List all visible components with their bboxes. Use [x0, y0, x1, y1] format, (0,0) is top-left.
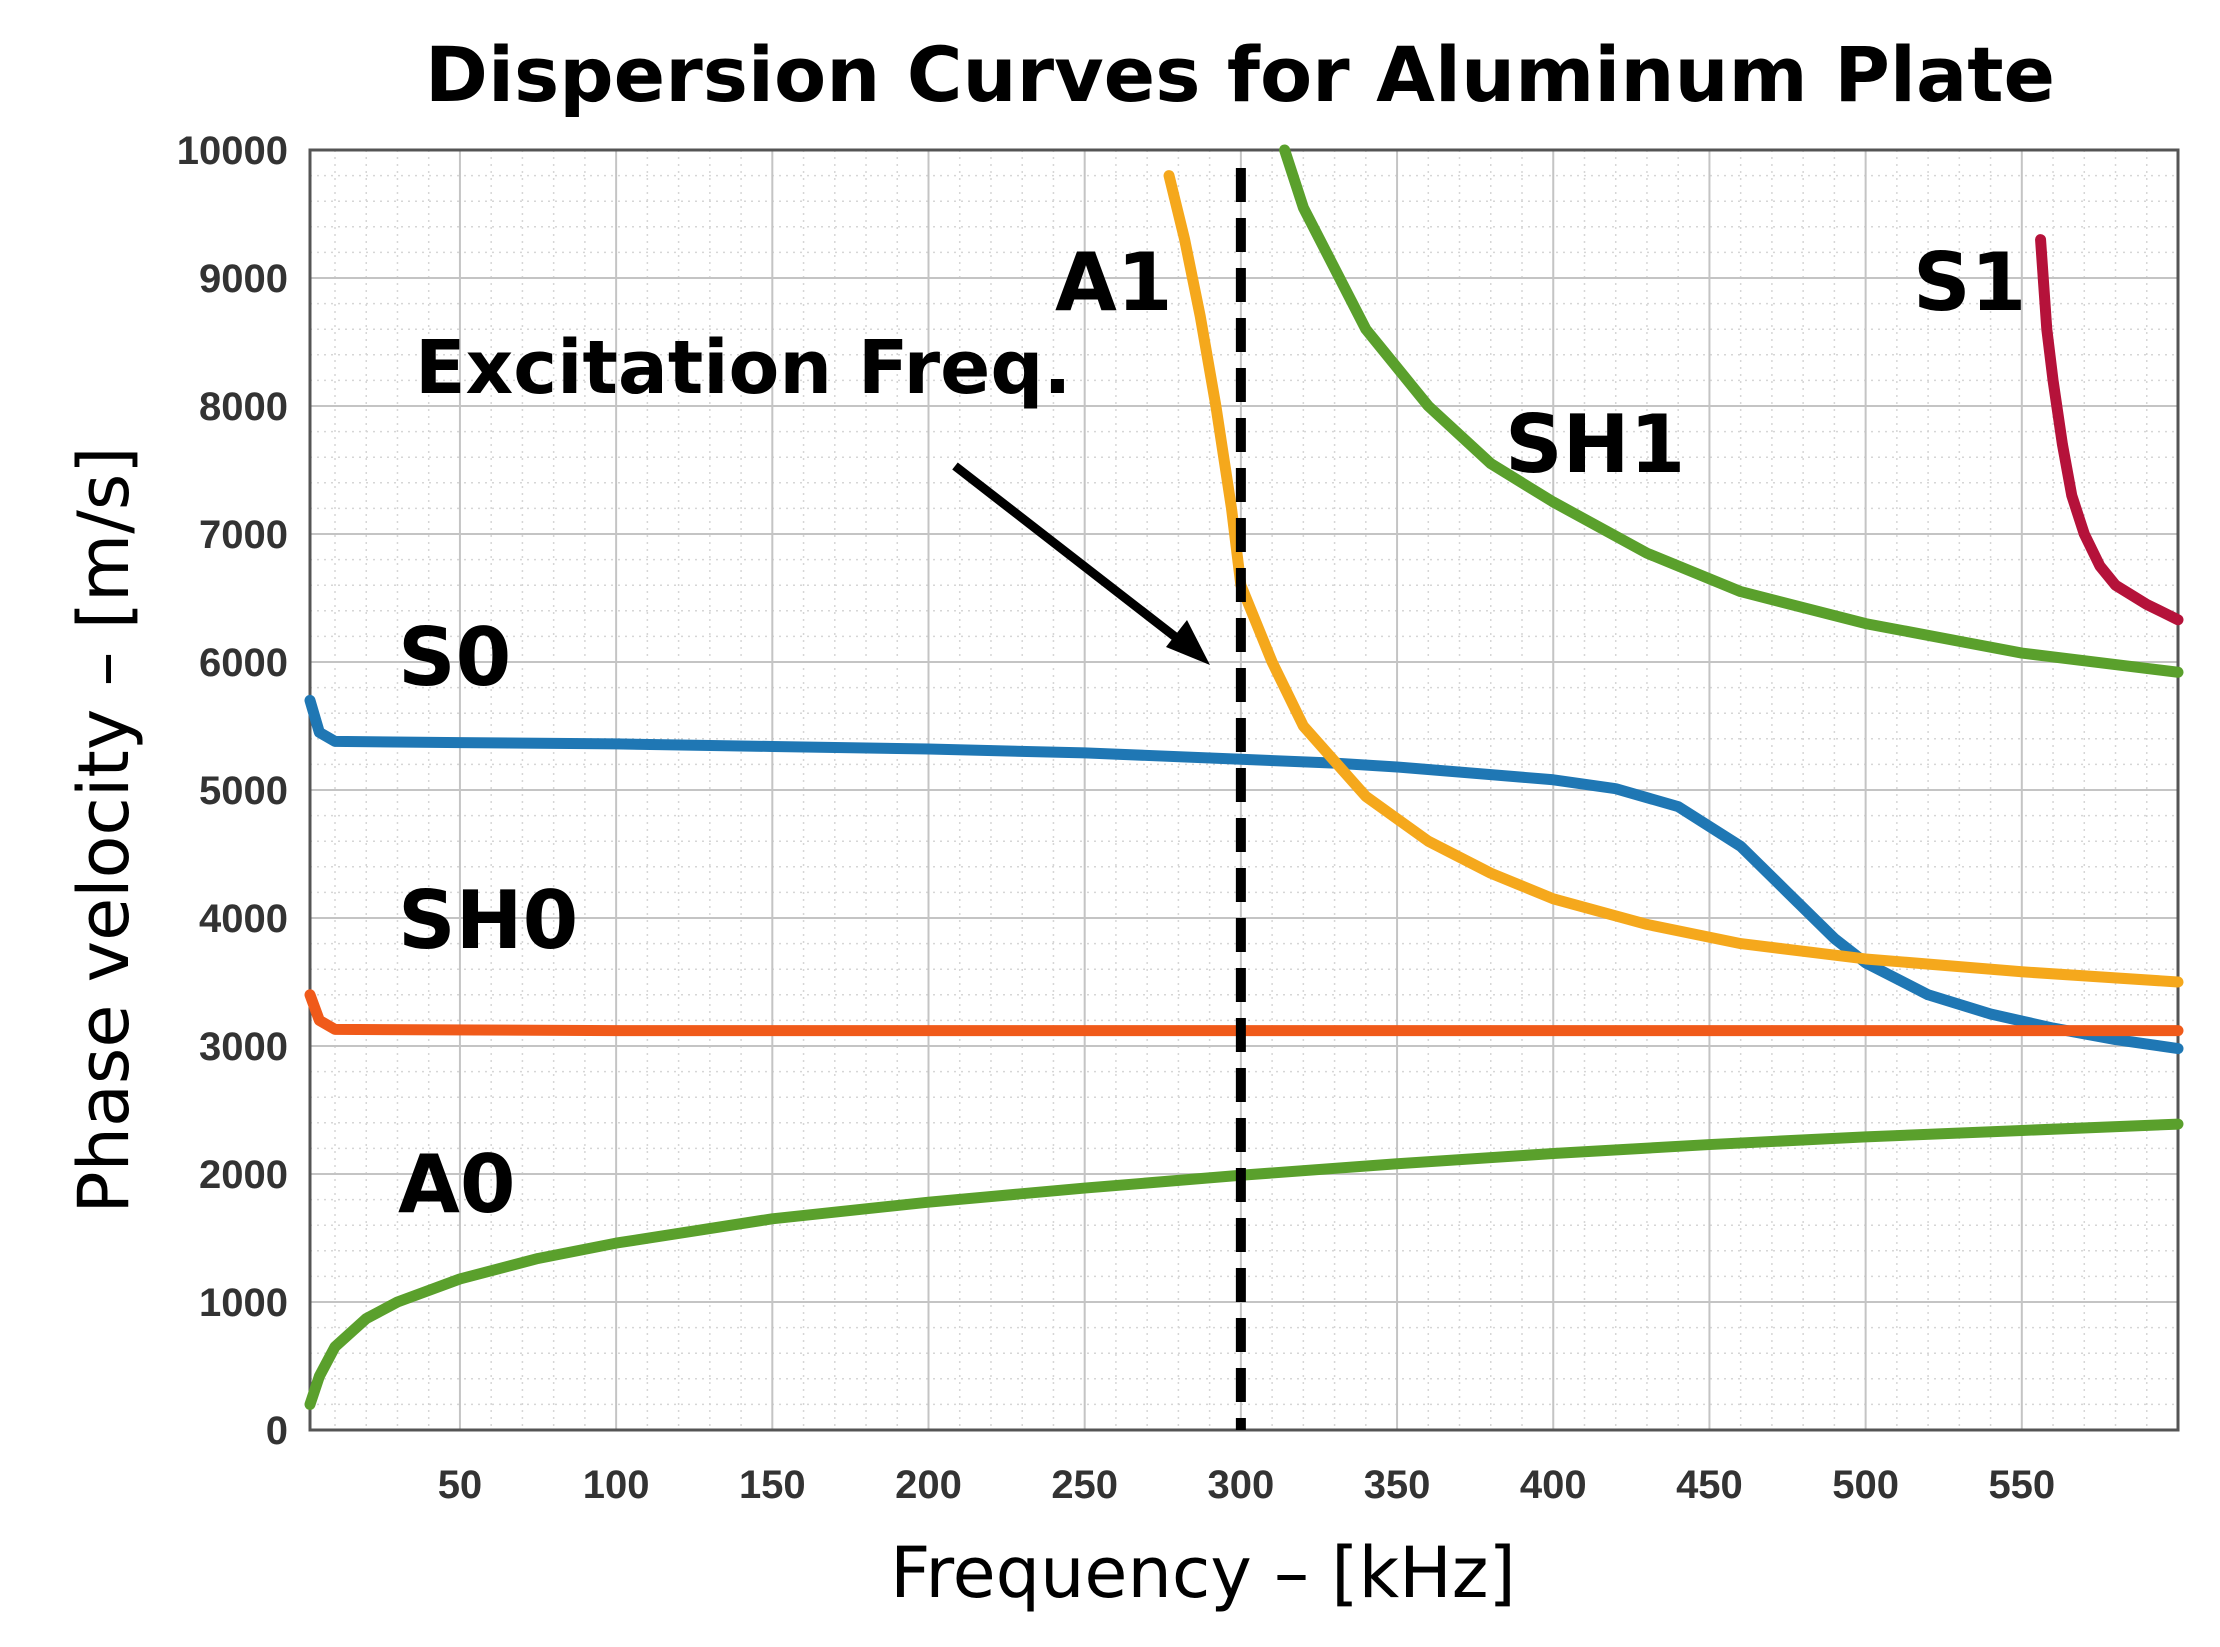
label-SH1: SH1	[1505, 398, 1685, 491]
series-A1	[1169, 176, 2178, 982]
x-tick-label: 300	[1208, 1463, 1275, 1507]
x-tick-labels: 50 100 150 200 250 300 350 400 450 500 550	[438, 1463, 2055, 1507]
x-tick-label: 50	[438, 1463, 483, 1507]
y-axis-label: Phase velocity – [m/s]	[63, 446, 145, 1213]
y-tick-label: 4000	[199, 897, 288, 941]
series-S1	[2041, 240, 2178, 620]
x-axis-label: Frequency – [kHz]	[890, 1532, 1516, 1614]
series-A0	[310, 1124, 2178, 1404]
excitation-arrow	[955, 466, 1196, 653]
y-tick-label: 6000	[199, 641, 288, 685]
x-tick-label: 400	[1520, 1463, 1587, 1507]
y-tick-label: 1000	[199, 1281, 288, 1325]
y-tick-label: 5000	[199, 769, 288, 813]
excitation-arrowhead	[1166, 620, 1210, 665]
y-tick-label: 9000	[199, 257, 288, 301]
x-tick-label: 150	[739, 1463, 806, 1507]
y-tick-label: 2000	[199, 1153, 288, 1197]
x-tick-label: 550	[1988, 1463, 2055, 1507]
excitation-label: Excitation Freq.	[415, 325, 1071, 411]
y-tick-label: 3000	[199, 1025, 288, 1069]
x-tick-label: 500	[1832, 1463, 1899, 1507]
x-tick-label: 450	[1676, 1463, 1743, 1507]
series-SH1	[1285, 150, 2178, 672]
x-tick-label: 100	[583, 1463, 650, 1507]
y-tick-label: 8000	[199, 385, 288, 429]
y-tick-labels: 0 1000 2000 3000 4000 5000 6000 7000 8000 9000 100…	[177, 129, 288, 1453]
label-S0: S0	[398, 611, 511, 704]
label-A1: A1	[1055, 236, 1173, 329]
x-tick-label: 250	[1051, 1463, 1118, 1507]
y-tick-label: 0	[266, 1409, 288, 1453]
x-tick-label: 350	[1364, 1463, 1431, 1507]
label-A0: A0	[398, 1138, 516, 1231]
chart-title: Dispersion Curves for Aluminum Plate	[425, 30, 2055, 119]
y-tick-label: 7000	[199, 513, 288, 557]
label-SH0: SH0	[398, 874, 578, 967]
dispersion-chart: Dispersion Curves for Aluminum Plate 0 10…	[0, 0, 2220, 1647]
label-S1: S1	[1913, 236, 2026, 329]
y-tick-label: 10000	[177, 129, 288, 173]
x-tick-label: 200	[895, 1463, 962, 1507]
